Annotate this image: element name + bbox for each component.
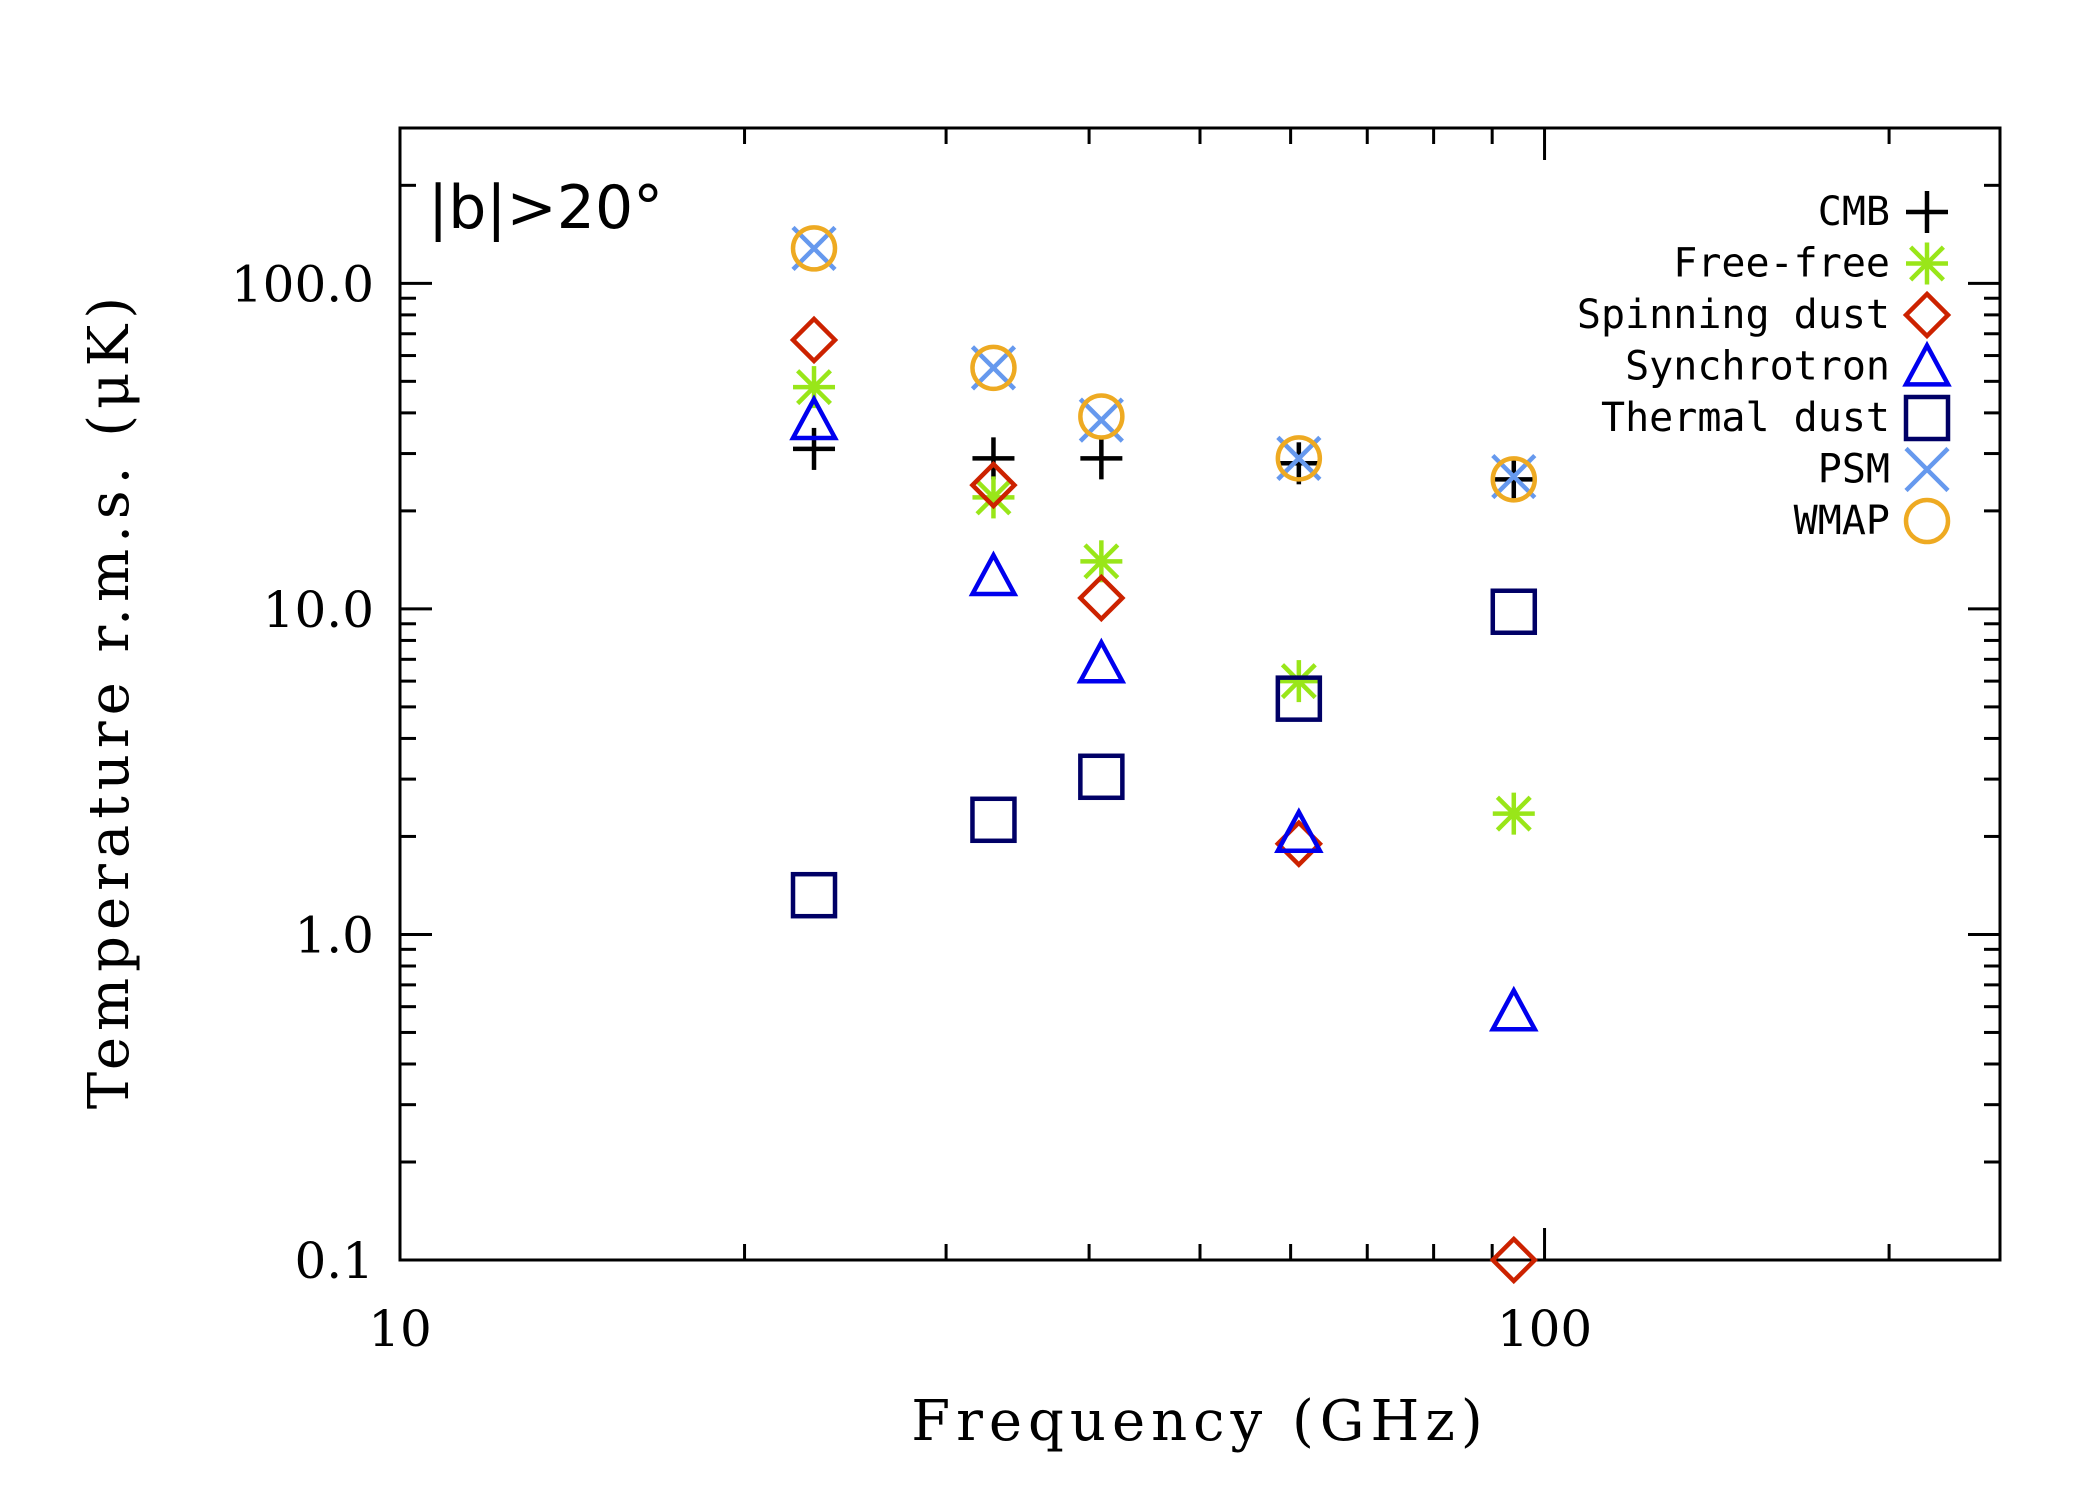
free-free-point — [972, 476, 1015, 519]
y-tick-label: 10.0 — [263, 581, 374, 639]
wmap-point — [1490, 456, 1538, 503]
legend-marker-wmap — [1903, 497, 1951, 545]
thermal-dust-point — [1275, 675, 1323, 722]
x-tick-label: 100 — [1497, 1300, 1592, 1358]
legend-marker-thermal-dust — [1903, 394, 1951, 442]
thermal-dust-point — [790, 871, 838, 919]
legend-label-spinning-dust: Spinning dust — [1577, 292, 1890, 338]
legend-marker-psm — [1904, 446, 1950, 493]
synchrotron-point — [1076, 637, 1127, 684]
cmb-point — [793, 427, 836, 470]
synchrotron-point — [1489, 985, 1539, 1032]
free-free-point — [1492, 792, 1535, 835]
cmb-point — [1080, 437, 1123, 480]
legend-marker-cmb — [1906, 191, 1948, 233]
legend-label-thermal-dust: Thermal dust — [1601, 395, 1890, 441]
legend-label-wmap: WMAP — [1794, 498, 1890, 544]
legend-marker-spinning-dust — [1902, 290, 1952, 340]
synchrotron-point — [789, 394, 839, 441]
wmap-point — [1275, 435, 1323, 482]
legend-marker-synchrotron — [1902, 340, 1952, 387]
legend-label-free-free: Free-free — [1673, 241, 1890, 287]
y-tick-label: 1.0 — [294, 906, 374, 964]
x-tick-label: 10 — [368, 1300, 432, 1358]
synchrotron-point — [968, 550, 1019, 597]
spinning-dust-point — [1489, 1235, 1538, 1285]
legend-marker-free-free — [1906, 242, 1948, 285]
spinning-dust-point — [969, 460, 1018, 510]
plot-frame — [398, 126, 2002, 1262]
y-tick-label: 0.1 — [294, 1232, 374, 1290]
y-tick-label: 100.0 — [231, 255, 374, 313]
thermal-dust-point — [1078, 753, 1125, 801]
thermal-dust-point — [1490, 588, 1538, 635]
wmap-point — [1078, 393, 1125, 440]
y-axis-title: Temperature r.m.s. (μK) — [77, 291, 142, 1109]
legend-label-synchrotron: Synchrotron — [1625, 344, 1890, 390]
legend-label-cmb: CMB — [1818, 189, 1890, 235]
cmb-point — [972, 437, 1015, 480]
synchrotron-point — [1274, 807, 1324, 854]
region-annotation: |b|>20° — [428, 173, 663, 243]
legend-label-psm: PSM — [1818, 447, 1890, 493]
spinning-dust-point — [1077, 573, 1126, 623]
wmap-point — [970, 344, 1017, 392]
free-free-point — [1277, 660, 1320, 703]
legend: CMB Free-free Spinning dust Synchrotron Ther… — [1577, 189, 1952, 545]
data-markers — [789, 225, 1539, 1285]
tick-labels: 10 100 0.1 1.0 10.0 100.0 — [231, 255, 1592, 1358]
spinning-dust-point — [789, 315, 839, 365]
wmap-point — [790, 225, 838, 272]
thermal-dust-point — [970, 796, 1017, 844]
psm-point — [1078, 397, 1124, 443]
x-axis-title: Frequency (GHz) — [911, 1389, 1488, 1454]
